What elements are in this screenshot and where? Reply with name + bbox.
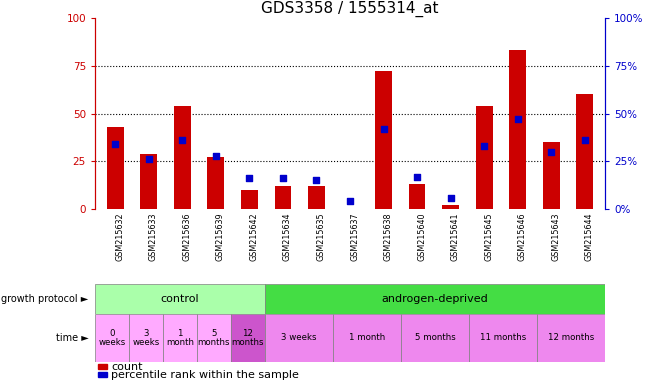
Bar [265,284,605,314]
Point [244,175,255,182]
Bar [207,157,224,209]
Bar [95,314,129,362]
Text: count: count [111,362,143,372]
Bar [197,314,231,362]
Point [546,149,556,155]
Bar [107,127,124,209]
Point [177,137,187,143]
Bar [265,314,333,362]
Text: GSM215636: GSM215636 [182,213,191,261]
Text: 5
months: 5 months [198,329,230,347]
Bar [476,106,493,209]
Text: 1 month: 1 month [349,333,385,343]
Point [211,152,221,159]
Text: GSM215637: GSM215637 [350,213,359,262]
Bar [375,71,392,209]
Text: 3
weeks: 3 weeks [133,329,160,347]
Text: GSM215642: GSM215642 [250,213,258,262]
Point [412,174,423,180]
Text: growth protocol ►: growth protocol ► [1,294,88,304]
Point [513,116,523,122]
Point [311,177,322,184]
Bar [231,314,265,362]
Bar [409,184,426,209]
Text: 0
weeks: 0 weeks [98,329,125,347]
Point [344,198,355,204]
Point [580,137,590,143]
Text: GSM215644: GSM215644 [585,213,594,261]
Bar [274,186,291,209]
Text: GSM215645: GSM215645 [484,213,493,262]
Text: 5 months: 5 months [415,333,456,343]
Bar [98,372,107,377]
Bar [469,314,537,362]
Text: percentile rank within the sample: percentile rank within the sample [111,370,299,380]
Text: time ►: time ► [56,333,88,343]
Bar [510,50,526,209]
Bar [98,364,107,369]
Text: GSM215638: GSM215638 [384,213,393,261]
Bar [140,154,157,209]
Text: 1
month: 1 month [166,329,194,347]
Bar [401,314,469,362]
Text: control: control [161,294,200,304]
Text: GSM215641: GSM215641 [450,213,460,261]
Text: GSM215640: GSM215640 [417,213,426,261]
Text: 12
months: 12 months [232,329,265,347]
Point [479,143,489,149]
Text: androgen-deprived: androgen-deprived [382,294,488,304]
Text: GSM215635: GSM215635 [317,213,326,262]
Bar [333,314,401,362]
Point [278,175,288,182]
Bar [174,106,190,209]
Bar [163,314,197,362]
Text: GSM215646: GSM215646 [518,213,527,261]
Bar [129,314,163,362]
Bar [577,94,593,209]
Bar [241,190,258,209]
Point [110,141,120,147]
Text: 12 months: 12 months [548,333,594,343]
Bar [543,142,560,209]
Bar [95,284,265,314]
Text: GSM215634: GSM215634 [283,213,292,261]
Text: 3 weeks: 3 weeks [281,333,317,343]
Text: GSM215633: GSM215633 [149,213,158,261]
Point [378,126,389,132]
Text: GSM215632: GSM215632 [115,213,124,262]
Text: 11 months: 11 months [480,333,526,343]
Bar [537,314,605,362]
Text: GSM215639: GSM215639 [216,213,225,262]
Title: GDS3358 / 1555314_at: GDS3358 / 1555314_at [261,0,439,17]
Point [144,156,154,162]
Point [445,194,456,200]
Text: GSM215643: GSM215643 [551,213,560,261]
Bar [442,205,459,209]
Bar [308,186,325,209]
